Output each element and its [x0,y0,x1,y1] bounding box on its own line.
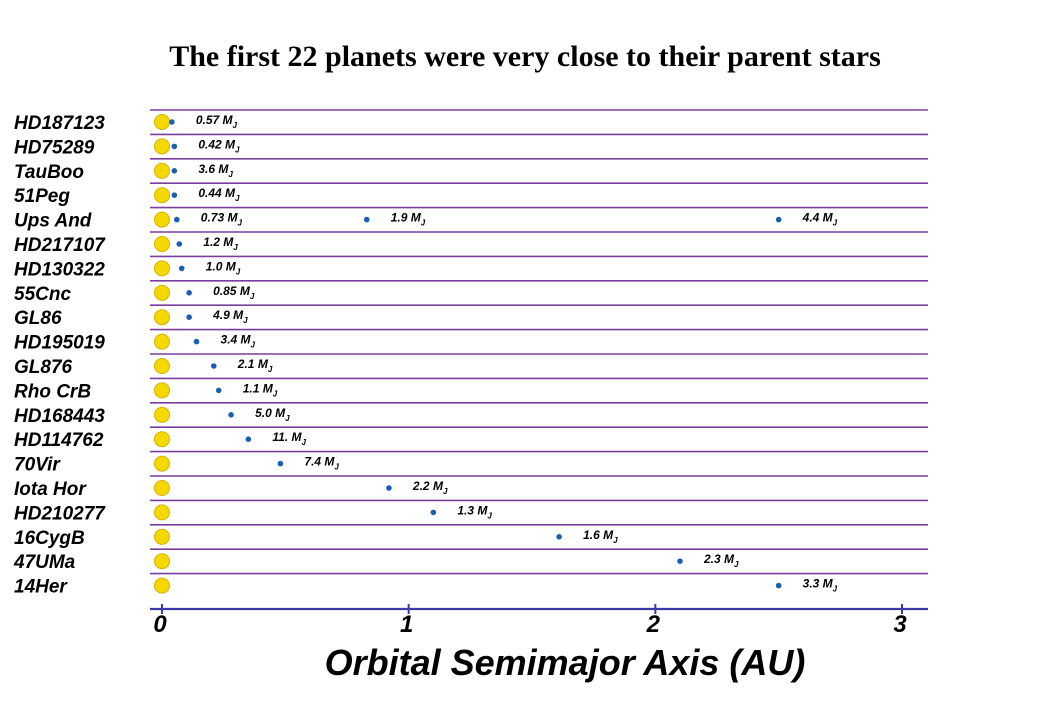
chart-title: The first 22 planets were very close to … [169,40,881,73]
planet-point [775,216,782,223]
star-name-label: 16CygB [14,528,85,549]
star-marker [154,333,170,350]
planet-point [677,558,683,564]
star-name-label: TauBoo [14,162,84,183]
star-marker [154,480,170,496]
planet-point [775,582,782,589]
planet-point [176,241,183,247]
star-name-label: HD130322 [14,259,105,280]
star-name-label: GL876 [14,357,73,378]
star-name-label: GL86 [14,308,62,329]
planet-mass-label: 3.3 MJ [803,577,838,594]
star-marker [154,162,170,179]
x-tick-label: 3 [893,611,907,638]
star-name-label: HD217107 [14,235,106,256]
star-name-label: 51Peg [14,186,70,207]
planet-mass-label: 4.4 MJ [802,211,838,228]
planet-mass-label: 3.4 MJ [221,333,256,350]
planet-point [171,192,178,198]
planet-mass-label: 3.6 MJ [198,162,233,179]
star-marker [154,114,170,130]
star-marker [154,431,170,448]
star-marker [154,382,170,399]
star-name-label: HD168443 [14,406,105,427]
star-marker [154,260,170,277]
planet-point [193,338,200,345]
planet-point [211,363,217,369]
x-tick-label: 2 [646,611,661,638]
planet-mass-label: 1.9 MJ [391,211,426,228]
planet-point [169,119,175,125]
star-name-label: HD195019 [14,333,105,354]
planet-point [386,485,392,491]
star-marker [154,504,170,521]
star-marker [154,358,170,374]
planet-mass-label: 0.73 MJ [201,211,243,228]
star-marker [154,309,170,326]
x-tick-label: 1 [400,611,413,638]
star-marker [154,528,170,545]
planet-mass-label: 1.6 MJ [583,528,618,545]
star-name-label: 55Cnc [14,284,71,305]
star-name-label: Rho CrB [14,381,91,402]
planet-point [430,509,437,516]
planet-point [215,387,222,394]
planet-point [171,168,178,174]
star-marker [154,577,170,594]
x-axis-title: Orbital Semimajor Axis (AU) [325,642,806,683]
planet-mass-label: 1.0 MJ [206,259,241,276]
planet-point [171,143,178,150]
star-marker [154,187,170,204]
planet-mass-label: 2.2 MJ [412,479,448,496]
star-marker [154,455,170,472]
planet-point [186,290,192,296]
star-name-label: Ups And [14,211,92,232]
planet-mass-label: 0.44 MJ [198,186,240,203]
planet-mass-label: 4.9 MJ [212,308,248,325]
star-name-label: 70Vir [14,455,61,476]
star-name-label: 14Her [14,577,68,598]
x-tick-label: 0 [153,611,167,638]
planet-mass-label: 11. MJ [272,430,306,447]
planet-point [228,412,234,418]
star-name-label: Iota Hor [14,479,87,500]
planet-mass-label: 2.3 MJ [703,552,739,569]
star-name-label: 47UMa [13,552,76,573]
planet-mass-label: 5.0 MJ [255,406,290,423]
planet-point [363,216,370,223]
planet-mass-label: 0.42 MJ [198,137,240,154]
planet-point [277,460,284,467]
planet-mass-label: 0.57 MJ [196,113,238,130]
planet-point [186,314,192,321]
star-marker [154,211,170,228]
planet-mass-label: 1.1 MJ [243,381,278,398]
planet-mass-label: 1.2 MJ [203,235,238,252]
star-name-label: HD114762 [14,430,104,451]
star-marker [154,138,170,155]
planet-point [245,436,252,443]
planet-point [174,216,180,223]
star-name-label: HD187123 [14,113,105,134]
planet-mass-label: 1.3 MJ [457,503,492,520]
star-name-label: HD210277 [14,503,106,524]
planet-mass-label: 7.4 MJ [304,455,339,472]
planet-point [178,265,185,272]
star-marker [154,284,170,301]
planet-point [556,534,562,540]
planet-mass-label: 0.85 MJ [213,284,255,301]
star-marker [154,553,170,570]
star-marker [154,406,170,423]
star-name-label: HD75289 [14,137,95,158]
star-marker [154,236,170,252]
planet-mass-label: 2.1 MJ [237,357,273,374]
